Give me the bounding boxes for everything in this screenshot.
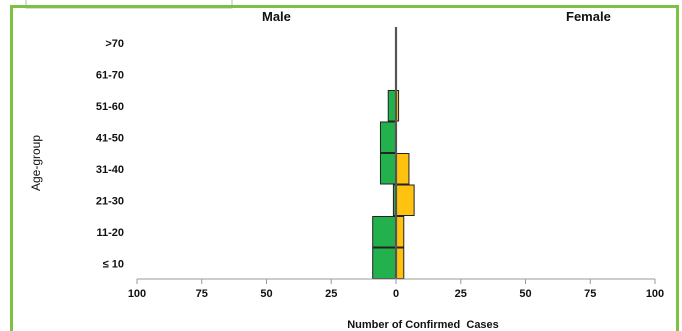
male-bar — [372, 216, 397, 248]
male-bar — [379, 121, 397, 153]
female-header: Female — [566, 9, 611, 24]
x-ticks: 100 75 50 25 0 25 50 75 100 — [128, 279, 664, 300]
x-tick-label: 100 — [128, 288, 146, 300]
male-header: Male — [262, 9, 291, 24]
x-tick-label: 50 — [519, 288, 531, 300]
female-bar — [395, 216, 405, 248]
category-label: 21-30 — [96, 195, 124, 207]
category-label: ≤ 10 — [103, 258, 124, 270]
x-tick-label: 75 — [584, 288, 596, 300]
female-bar — [395, 153, 410, 185]
category-label: 31-40 — [96, 164, 124, 176]
chart-frame — [10, 5, 679, 331]
x-tick-label: 25 — [325, 288, 337, 300]
x-tick-label: 25 — [455, 288, 467, 300]
category-label: 41-50 — [96, 132, 124, 144]
male-bar — [372, 247, 397, 279]
female-bar — [395, 247, 405, 279]
male-bar — [387, 90, 397, 122]
x-tick-label: 50 — [260, 288, 272, 300]
x-tick-label: 0 — [393, 288, 399, 300]
female-bar — [395, 184, 415, 216]
category-label: >70 — [105, 38, 124, 50]
category-label: 61-70 — [96, 69, 124, 81]
x-tick-label: 75 — [196, 288, 208, 300]
x-tick-label: 100 — [646, 288, 664, 300]
x-axis-title: Number of Confirmed Cases — [347, 319, 499, 331]
male-bar — [379, 153, 397, 185]
category-label: 11-20 — [96, 227, 124, 239]
category-label: 51-60 — [96, 101, 124, 113]
bars — [372, 90, 415, 279]
category-labels: >70 61-70 51-60 41-50 31-40 21-30 11-20 ≤ 10 — [96, 38, 124, 271]
y-axis-title: Age-group — [29, 135, 43, 191]
